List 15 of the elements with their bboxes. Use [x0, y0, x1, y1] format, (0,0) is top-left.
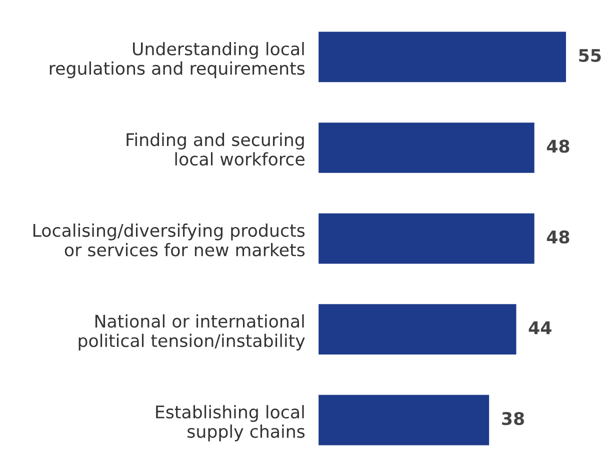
bar: [318, 394, 490, 447]
data-label: 38: [502, 412, 524, 426]
bar: [318, 30, 568, 84]
data-label: 48: [546, 140, 570, 153]
y-tick-label: Localising/diversifying products or services for new markets: [33, 224, 305, 256]
bar: [318, 121, 536, 174]
bar: [318, 212, 536, 266]
y-tick-label: National or international political tension/instability: [78, 314, 305, 351]
data-label: 55: [579, 49, 601, 62]
data-label: 44: [528, 321, 552, 334]
y-tick-label: Understanding local regulations and requirements: [50, 42, 305, 78]
bar: [318, 302, 518, 356]
y-tick-label: Finding and securing local workforce: [126, 132, 304, 166]
data-label: 48: [546, 230, 570, 244]
y-tick-label: Establishing local supply chains: [156, 405, 305, 442]
